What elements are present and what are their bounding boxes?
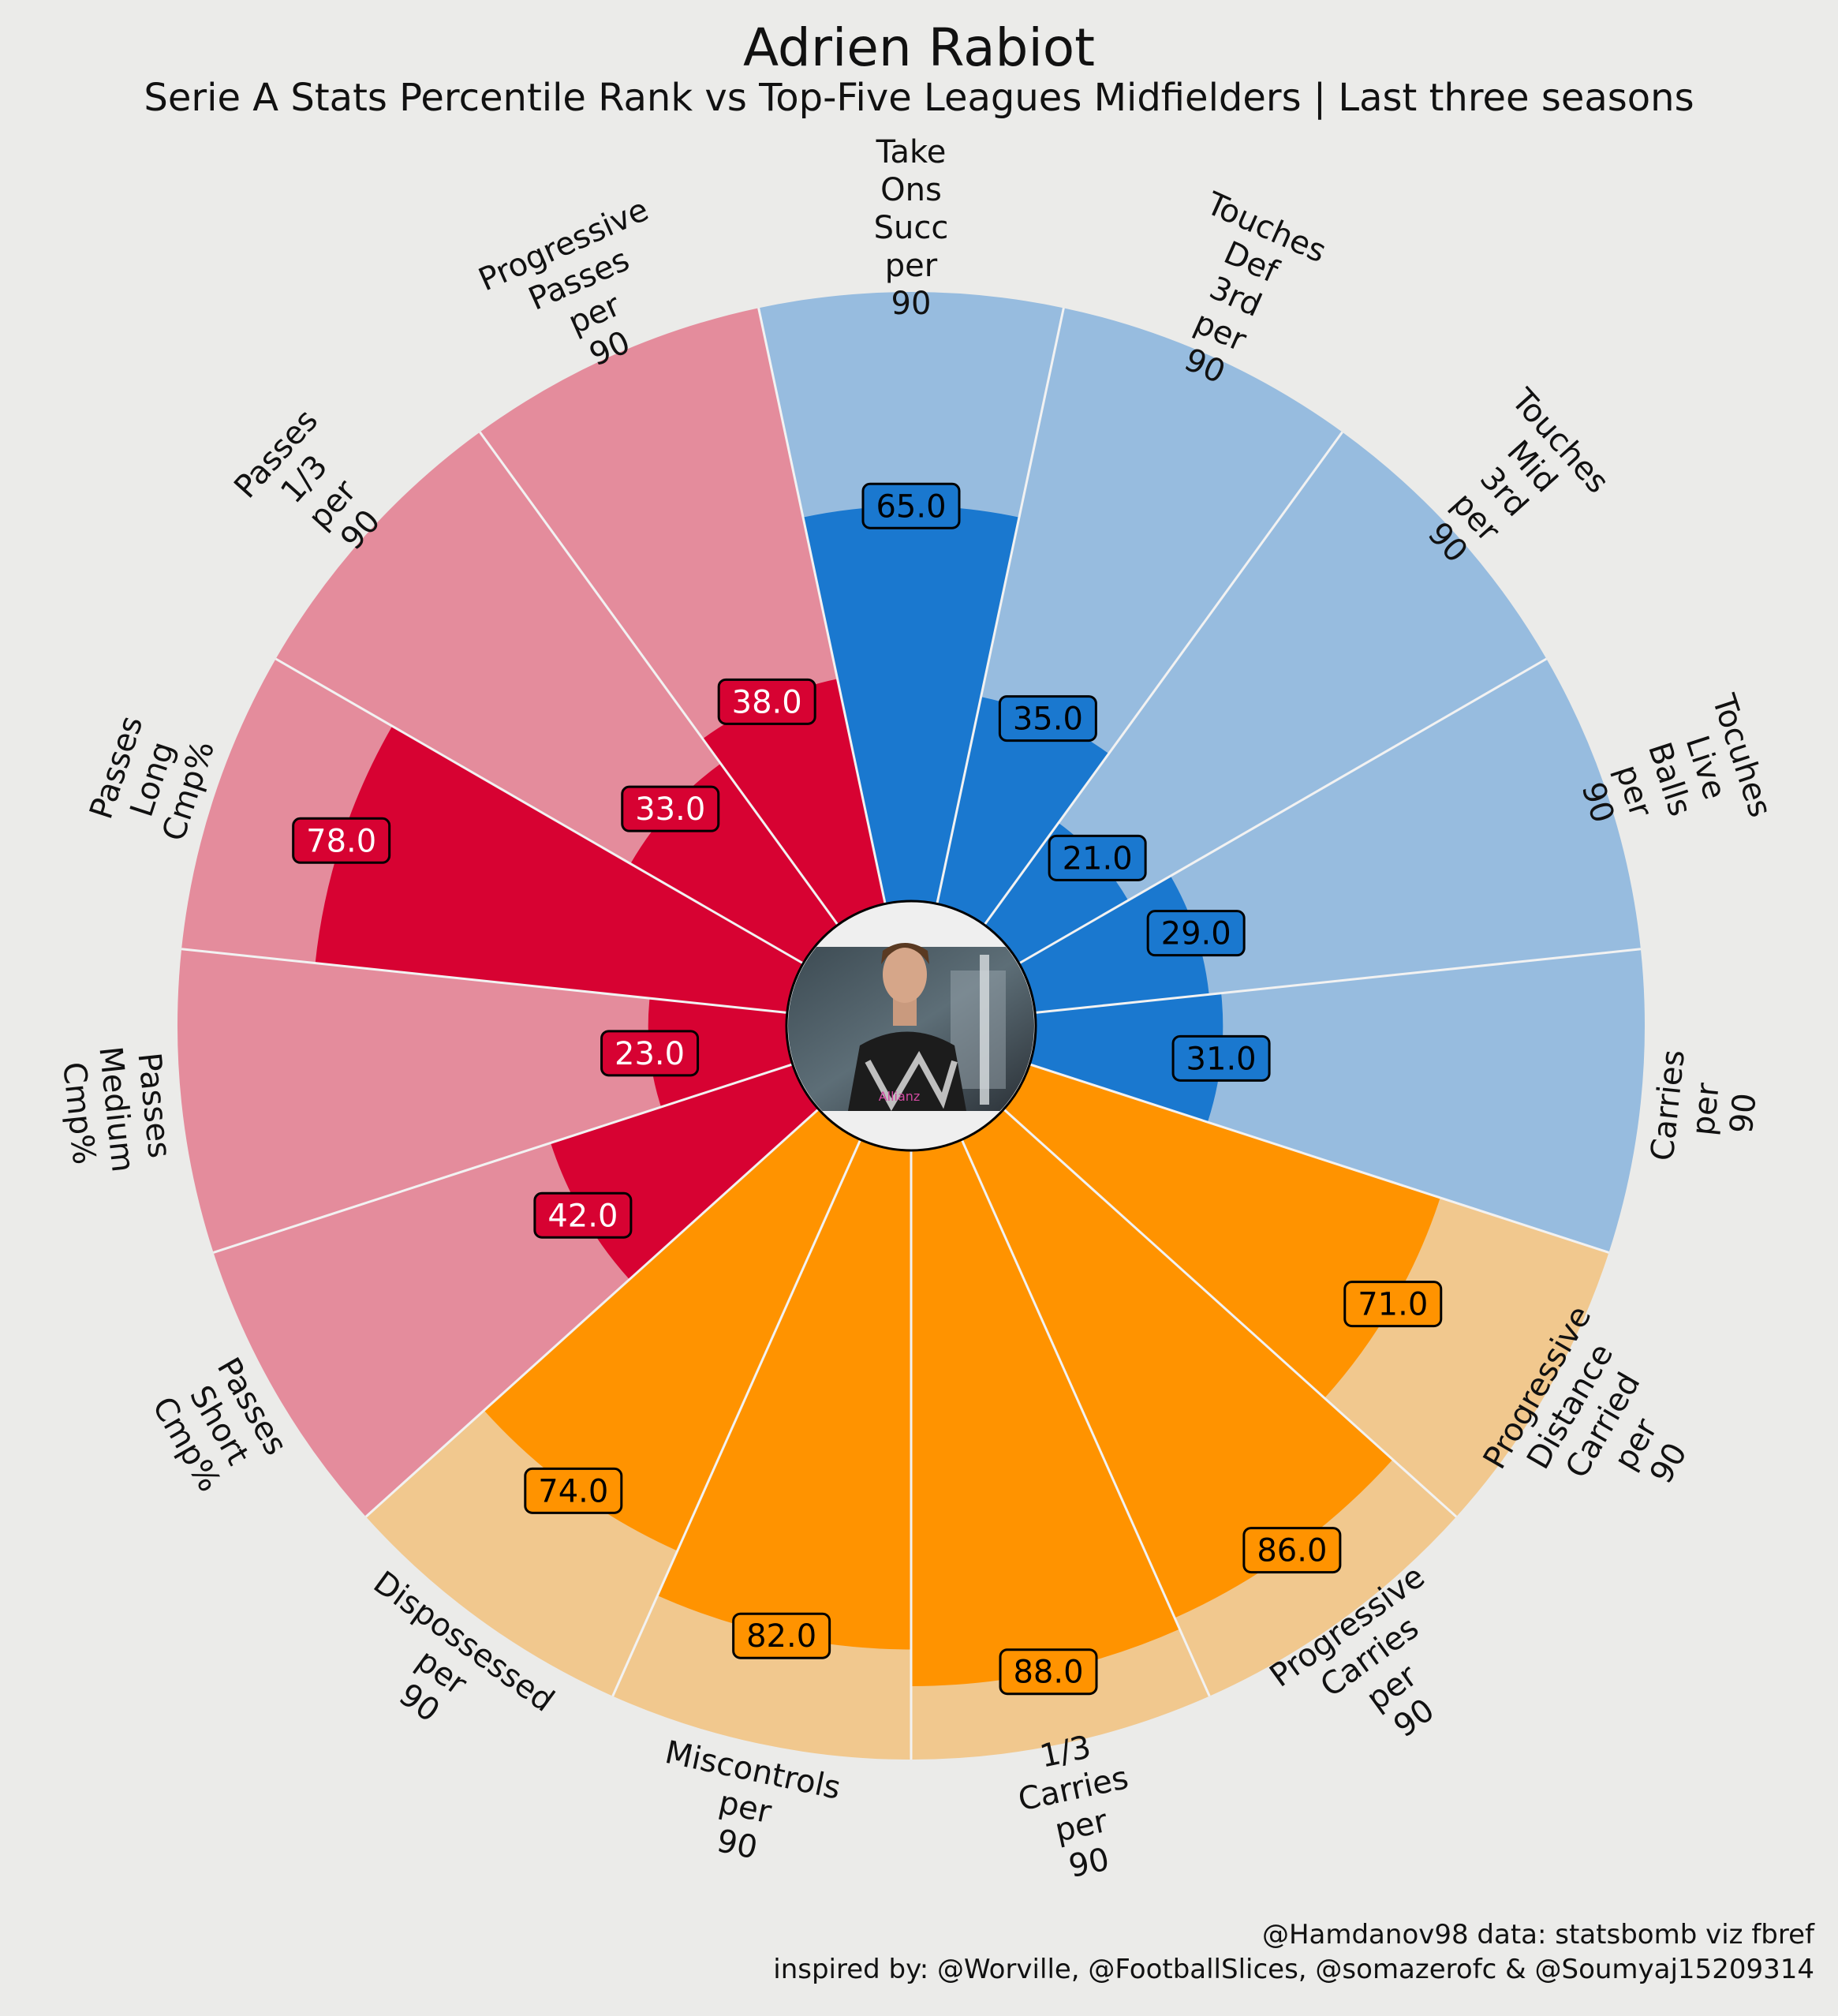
value-box-1-3-carries-per-90 <box>999 1648 1098 1696</box>
bar-passes-medium-cmp <box>648 998 795 1107</box>
bar-touches-def-3rd-per-90 <box>936 697 1109 927</box>
value-label-touches-def-3rd-per-90: 35.0 <box>998 695 1097 742</box>
value-text-passes-long-cmp: 78.0 <box>306 823 376 859</box>
stat-label-line: 90 <box>714 1823 760 1867</box>
value-box-dispossessed-per-90 <box>524 1467 623 1514</box>
value-label-1-3-carries-per-90: 88.0 <box>999 1648 1098 1696</box>
stat-label-miscontrols-per-90: Miscontrolsper90 <box>646 1734 844 1881</box>
value-label-tocuhes-live-balls-per-90: 29.0 <box>1146 910 1246 957</box>
sector-dividers <box>181 308 1642 1760</box>
bar-passes-long-cmp <box>315 726 805 1013</box>
value-text-progressive-distance-carried-per-90: 71.0 <box>1358 1287 1428 1323</box>
value-box-passes-short-cmp <box>533 1191 633 1239</box>
stat-label-line: Take <box>876 134 947 170</box>
divider-5 <box>1026 1062 1609 1254</box>
divider-11 <box>213 1062 796 1254</box>
value-label-take-ons-succ-per-90: 65.0 <box>861 482 961 529</box>
divider-3 <box>1016 657 1548 966</box>
value-text-tocuhes-live-balls-per-90: 29.0 <box>1161 916 1231 952</box>
value-label-miscontrols-per-90: 82.0 <box>732 1612 831 1659</box>
value-text-progressive-carries-per-90: 86.0 <box>1257 1533 1327 1569</box>
value-box-progressive-carries-per-90 <box>1242 1527 1342 1574</box>
divider-2 <box>981 431 1343 928</box>
value-text-carries-per-90: 31.0 <box>1186 1041 1257 1077</box>
bar-1-3-carries-per-90 <box>911 1137 1180 1686</box>
credits-line-2: inspired by: @Worville, @FootballSlices,… <box>773 1954 1814 1985</box>
value-box-tocuhes-live-balls-per-90 <box>1146 910 1246 957</box>
value-label-passes-short-cmp: 42.0 <box>533 1191 633 1239</box>
value-label-carries-per-90: 31.0 <box>1171 1034 1271 1082</box>
divider-0 <box>757 308 887 907</box>
bar-carries-per-90 <box>1027 993 1223 1123</box>
bar-progressive-distance-carried-per-90 <box>1002 1063 1440 1398</box>
value-box-touches-mid-3rd-per-90 <box>1048 834 1147 881</box>
value-label-touches-mid-3rd-per-90: 21.0 <box>1048 834 1147 881</box>
divider-4 <box>1032 948 1642 1015</box>
value-label-passes-1-3-per-90: 33.0 <box>621 785 720 832</box>
stat-label-passes-long-cmp: PassesLongCmp% <box>83 712 222 847</box>
svg-text:Allianz: Allianz <box>879 1089 921 1104</box>
value-text-touches-def-3rd-per-90: 35.0 <box>1013 701 1083 738</box>
value-label-progressive-carries-per-90: 86.0 <box>1242 1527 1342 1574</box>
stat-label-tocuhes-live-balls-per-90: TocuhesLiveBallsper90 <box>1560 690 1778 869</box>
value-text-passes-short-cmp: 42.0 <box>547 1198 618 1234</box>
value-text-dispossessed-per-90: 74.0 <box>538 1473 608 1509</box>
sector-bg-passes-medium-cmp <box>177 948 795 1253</box>
stat-label-line: Carries <box>1644 1048 1692 1162</box>
value-label-progressive-passes-per-90: 38.0 <box>717 678 816 725</box>
value-box-take-ons-succ-per-90 <box>861 482 961 529</box>
bar-miscontrols-per-90 <box>657 1137 911 1650</box>
stat-label-take-ons-succ-per-90: Take Ons Succ per 90 <box>874 134 949 322</box>
stat-label-line: per <box>1685 1081 1727 1137</box>
divider-10 <box>364 1106 821 1518</box>
divider-14 <box>479 431 841 928</box>
value-label-passes-medium-cmp: 23.0 <box>600 1030 700 1077</box>
value-text-touches-mid-3rd-per-90: 21.0 <box>1063 840 1133 877</box>
value-text-miscontrols-per-90: 82.0 <box>746 1618 816 1655</box>
bar-progressive-passes-per-90 <box>702 679 886 927</box>
stat-label-line: Succ <box>874 210 949 246</box>
value-text-progressive-passes-per-90: 38.0 <box>732 684 802 720</box>
credits-line-1: @Hamdanov98 data: statsbomb viz fbref <box>1261 1919 1814 1951</box>
divider-6 <box>1001 1106 1458 1518</box>
divider-13 <box>275 657 806 966</box>
value-box-carries-per-90 <box>1171 1034 1271 1082</box>
value-label-passes-long-cmp: 78.0 <box>292 817 391 864</box>
value-labels: 65.0 35.0 21.0 29.0 31.0 71.0 86.0 88.0 82.0 74.0… <box>292 482 1443 1696</box>
stat-label-line: 90 <box>1066 1842 1112 1886</box>
value-label-progressive-distance-carried-per-90: 71.0 <box>1343 1281 1443 1328</box>
value-label-dispossessed-per-90: 74.0 <box>524 1467 623 1514</box>
value-box-passes-long-cmp <box>292 817 391 864</box>
chart-subtitle: Serie A Stats Percentile Rank vs Top-Fiv… <box>144 76 1694 120</box>
divider-7 <box>959 1136 1211 1697</box>
bar-take-ons-succ-per-90 <box>803 506 1019 907</box>
divider-12 <box>181 948 790 1015</box>
stat-label-carries-per-90: Carriesper90 <box>1644 1048 1767 1170</box>
stat-label-line: 90 <box>1724 1091 1764 1135</box>
divider-9 <box>611 1136 863 1697</box>
stat-label-line: per <box>885 248 938 284</box>
value-box-passes-medium-cmp <box>600 1030 700 1077</box>
value-box-touches-def-3rd-per-90 <box>998 695 1097 742</box>
sector-bg-touches-mid-3rd-per-90 <box>983 432 1547 965</box>
value-text-take-ons-succ-per-90: 65.0 <box>876 488 946 525</box>
player-photo: Allianz <box>785 900 1037 1152</box>
value-text-1-3-carries-per-90: 88.0 <box>1013 1655 1083 1691</box>
chart-title: Adrien Rabiot <box>742 17 1096 78</box>
stat-label-line: Ons <box>880 172 942 208</box>
bar-progressive-carries-per-90 <box>961 1107 1393 1618</box>
divider-1 <box>935 308 1065 907</box>
value-text-passes-1-3-per-90: 33.0 <box>635 791 705 828</box>
value-box-progressive-distance-carried-per-90 <box>1343 1281 1443 1328</box>
value-text-passes-medium-cmp: 23.0 <box>615 1036 685 1072</box>
credits: @Hamdanov98 data: statsbomb viz fbref in… <box>773 1917 1814 1987</box>
stat-label-line: 90 <box>891 286 932 322</box>
stat-label-passes-medium-cmp: PassesMediumCmp% <box>54 1041 179 1178</box>
value-box-passes-1-3-per-90 <box>621 785 720 832</box>
value-box-progressive-passes-per-90 <box>717 678 816 725</box>
value-box-miscontrols-per-90 <box>732 1612 831 1659</box>
bar-dispossessed-per-90 <box>484 1107 861 1551</box>
